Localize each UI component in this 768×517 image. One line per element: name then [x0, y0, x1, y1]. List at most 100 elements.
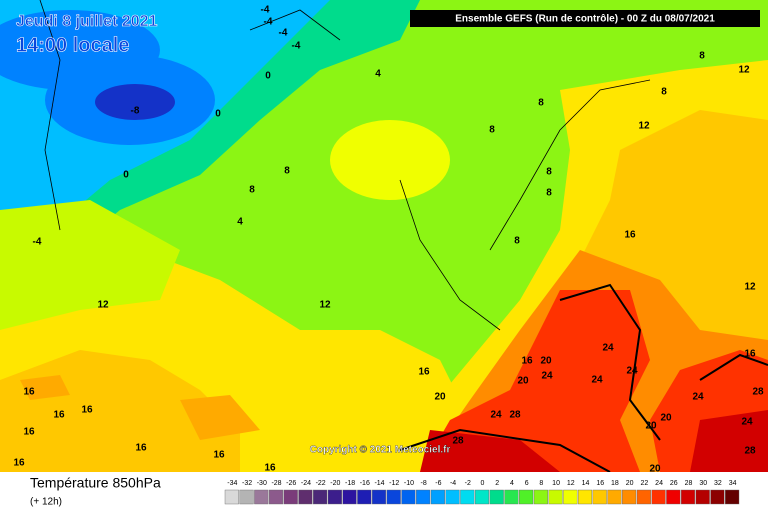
contour-label: 4 [375, 69, 381, 80]
contour-label: -4 [33, 237, 42, 248]
legend-swatch [548, 489, 563, 505]
contour-label: 8 [661, 87, 667, 98]
contour-label: 8 [249, 185, 255, 196]
contour-label: 16 [264, 463, 276, 474]
contour-label: 20 [660, 413, 672, 424]
contour-label: 8 [699, 51, 705, 62]
legend-swatch [283, 489, 298, 505]
contour-label: -4 [264, 17, 273, 28]
legend-tick-label: 18 [611, 480, 619, 487]
contour-label: 12 [319, 300, 331, 311]
contour-label: 0 [265, 71, 271, 82]
legend-tick-label: -26 [286, 480, 296, 487]
contour-label: 8 [489, 125, 495, 136]
legend-swatch [445, 489, 460, 505]
contour-label: 24 [692, 392, 704, 403]
contour-label: 16 [23, 387, 35, 398]
contour-label: 0 [123, 170, 129, 181]
coastline [39, 0, 651, 331]
contour-label: 28 [752, 387, 764, 398]
legend-tick-label: -24 [301, 480, 311, 487]
contour-label: 16 [23, 427, 35, 438]
legend-swatch [474, 489, 490, 505]
contour-label: 24 [741, 417, 753, 428]
legend-swatch [224, 489, 239, 505]
contour-label: 16 [624, 230, 636, 241]
contour-label: 16 [213, 450, 225, 461]
contour-label: 20 [645, 421, 657, 432]
legend-tick-label: -34 [227, 480, 237, 487]
legend-tick-label: 22 [640, 480, 648, 487]
hot-core [420, 410, 768, 472]
contour-label: 24 [602, 343, 614, 354]
legend-tick-label: -10 [404, 480, 414, 487]
legend-swatch [357, 489, 372, 505]
contour-label: 20 [649, 464, 661, 475]
legend-swatch [563, 489, 578, 505]
legend-tick-label: -18 [345, 480, 355, 487]
contour-label: 16 [744, 349, 756, 360]
legend-tick-label: 26 [670, 480, 678, 487]
contour-label: 20 [434, 392, 446, 403]
contour-label: 16 [81, 405, 93, 416]
legend-swatch [695, 489, 710, 505]
legend-swatch [342, 489, 357, 505]
front-line [399, 283, 768, 473]
legend-tick-label: 24 [655, 480, 663, 487]
contour-label: 24 [591, 375, 603, 386]
legend-tick-label: 32 [714, 480, 722, 487]
legend-tick-label: 16 [596, 480, 604, 487]
hot-zone [420, 290, 650, 472]
legend-swatch [504, 489, 519, 505]
contour-label: 8 [546, 188, 552, 199]
contour-label: 28 [509, 410, 521, 421]
legend-swatch [651, 489, 666, 505]
contour-label: 28 [452, 436, 464, 447]
legend-tick-label: 2 [495, 480, 499, 487]
legend-tick-label: -16 [360, 480, 370, 487]
legend-swatch [416, 489, 431, 505]
contour-label: 24 [541, 371, 553, 382]
legend-swatch [636, 489, 651, 505]
mild-zone [330, 120, 450, 200]
contour-label: 12 [744, 282, 756, 293]
header-box [410, 10, 760, 27]
legend-tick-label: -30 [257, 480, 267, 487]
cold-core [0, 10, 160, 90]
legend-swatch [725, 489, 740, 505]
legend-tick-label: 12 [567, 480, 575, 487]
legend-swatch [607, 489, 622, 505]
legend-tick-label: 28 [685, 480, 693, 487]
contour-label: 24 [626, 366, 638, 377]
legend-tick-label: 8 [539, 480, 543, 487]
legend-swatch [489, 489, 504, 505]
legend-swatch [386, 489, 401, 505]
copyright: Copyright © 2021 Meteociel.fr [310, 445, 451, 456]
contour-label: 16 [135, 443, 147, 454]
legend-tick-label: -8 [421, 480, 427, 487]
legend-swatch [254, 489, 269, 505]
map-date: Jeudi 8 juillet 2021 [16, 13, 158, 30]
contour-label: 4 [237, 217, 243, 228]
legend-swatch [371, 489, 387, 505]
legend-tick-label: -4 [450, 480, 456, 487]
legend-swatch [592, 489, 607, 505]
model-info: Ensemble GEFS (Run de contrôle) - 00 Z d… [455, 14, 715, 25]
legend-swatch [710, 489, 725, 505]
contour-label: 20 [517, 376, 529, 387]
contour-label: 8 [538, 98, 544, 109]
legend-tick-label: 6 [525, 480, 529, 487]
contour-label: 8 [514, 236, 520, 247]
contour-label: 8 [284, 166, 290, 177]
legend-tick-label: -12 [389, 480, 399, 487]
legend-tick-label: 14 [582, 480, 590, 487]
legend-swatch [533, 489, 548, 505]
legend-swatch [298, 489, 313, 505]
legend-swatch [327, 489, 342, 505]
legend-swatch [666, 489, 681, 505]
legend-tick-label: -20 [330, 480, 340, 487]
legend-tick-label: 30 [699, 480, 707, 487]
contour-label: 12 [97, 300, 109, 311]
legend-swatch [268, 489, 284, 505]
